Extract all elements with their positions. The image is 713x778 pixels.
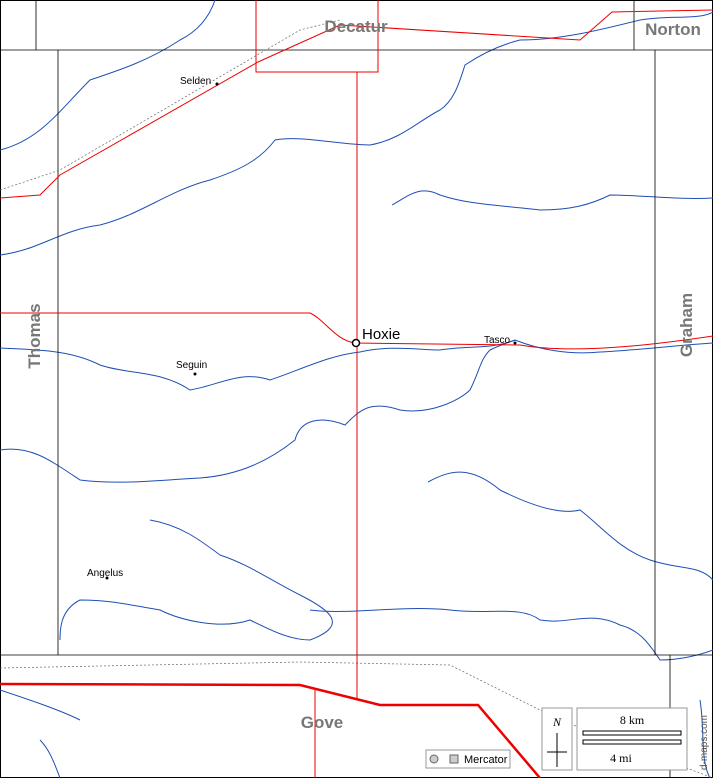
town-dot (215, 82, 219, 86)
icon (429, 754, 439, 764)
scale-bar (582, 730, 682, 736)
legend: Mercator N 8 km 4 mi d-maps.com (425, 707, 710, 771)
county-label: Gove (301, 713, 344, 732)
county-label: Thomas (25, 303, 44, 368)
town-label: Angelus (87, 568, 123, 579)
scale-label: 8 km (620, 713, 645, 727)
towns: Selden Hoxie Tasco Seguin Angelus (87, 76, 517, 580)
town-dot (351, 338, 361, 348)
scale-label: 4 mi (610, 751, 632, 765)
county-label: Decatur (324, 17, 388, 36)
town-label: Hoxie (362, 326, 400, 343)
town-label: Seguin (176, 360, 207, 371)
projection-box (425, 749, 511, 769)
north-arrow (547, 733, 567, 767)
county-label: Graham (677, 293, 696, 357)
town-dot (105, 576, 109, 580)
icon (449, 754, 459, 764)
north-label: N (552, 715, 562, 729)
county-label: Norton (645, 20, 701, 39)
credit: d-maps.com (699, 715, 710, 770)
town-label: Tasco (484, 335, 511, 346)
scale-bar (582, 739, 682, 745)
town-dot (193, 372, 197, 376)
projection-label: Mercator (464, 754, 508, 766)
town-dot (513, 341, 517, 345)
scale-box (576, 707, 688, 771)
town-label: Selden (180, 76, 211, 87)
